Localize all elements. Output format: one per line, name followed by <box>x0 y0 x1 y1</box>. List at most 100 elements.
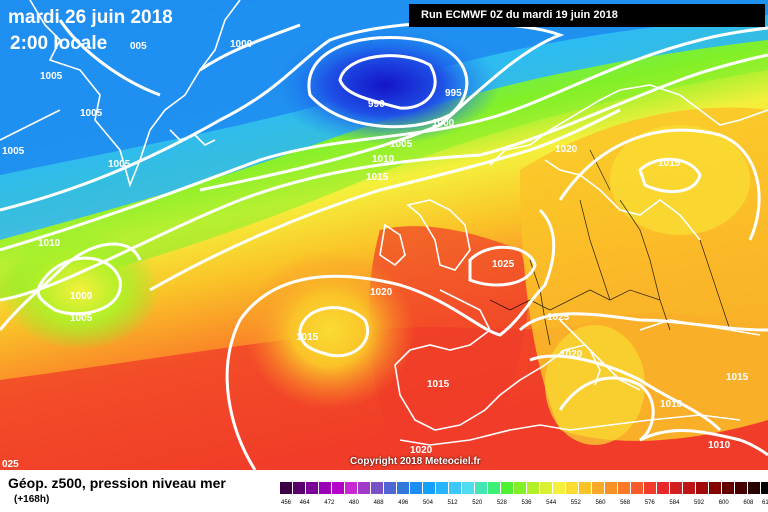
isobar-label: 995 <box>445 88 462 99</box>
isobar-label: 1015 <box>427 379 450 390</box>
isobar-label: 1020 <box>410 445 433 456</box>
color-scale-swatch <box>449 482 461 494</box>
isobar-1020 <box>225 208 556 470</box>
isobar-1000-greenland <box>199 23 301 72</box>
cold-air-core <box>0 0 768 175</box>
color-scale-label: 504 <box>423 500 434 506</box>
west-low-shading <box>0 230 160 350</box>
color-scale-swatch <box>436 482 448 494</box>
forecast-local-time: 2:00 locale <box>10 33 108 54</box>
border-line <box>589 149 611 191</box>
isobar-label: 1010 <box>372 154 395 165</box>
scandinavia-ridge <box>610 125 750 235</box>
color-scale-swatch <box>475 482 487 494</box>
border-line <box>489 289 661 311</box>
color-scale-swatches <box>280 482 768 494</box>
color-scale-swatch <box>553 482 565 494</box>
color-scale-swatch <box>683 482 695 494</box>
baffin-coast <box>0 109 61 141</box>
color-scale-swatch <box>501 482 513 494</box>
color-scale-label: 456 <box>281 500 292 506</box>
isobar-1005 <box>0 26 768 252</box>
isobar-label: 1020 <box>370 287 393 298</box>
isobar-label: 1025 <box>547 312 570 323</box>
color-scale-label: 512 <box>448 500 459 506</box>
color-scale-swatch <box>384 482 396 494</box>
color-scale-swatch <box>618 482 630 494</box>
color-scale-swatch <box>748 482 760 494</box>
color-scale-swatch <box>397 482 409 494</box>
forecast-date: mardi 26 juin 2018 <box>8 7 173 28</box>
isobar-label: 1025 <box>492 259 515 270</box>
color-scale-label: 472 <box>324 500 335 506</box>
isobar-1010-east <box>639 429 768 457</box>
deep-low-shading <box>270 25 500 145</box>
color-scale-swatch <box>358 482 370 494</box>
isobar-label: 1020 <box>555 144 578 155</box>
color-scale-label: 584 <box>669 500 680 506</box>
isobar-label: 025 <box>2 459 19 470</box>
isobar-1015-east <box>529 354 722 432</box>
color-scale-swatch <box>488 482 500 494</box>
europe-warm-lobe <box>369 226 529 444</box>
italy-coast <box>559 319 601 386</box>
color-scale-labels: 456 464 472 480 488 496 504 512 520 528 536 544 552 5… <box>281 500 768 506</box>
weather-map: 005 1000 1005 1005 1005 1005 990 995 100… <box>0 0 768 470</box>
color-scale-swatch <box>462 482 474 494</box>
color-scale-swatch <box>761 482 768 494</box>
color-scale-swatch <box>345 482 357 494</box>
isobar-1015 <box>149 108 621 292</box>
model-run-label: Run ECMWF 0Z du mardi 19 juin 2018 <box>409 4 765 27</box>
color-scale-swatch <box>306 482 318 494</box>
ireland <box>379 223 406 267</box>
color-scale-label: 488 <box>374 500 385 506</box>
isobar-1010 <box>0 53 768 302</box>
azores-high-shading <box>245 250 415 410</box>
iberia-france-coast <box>394 289 501 431</box>
isobar-1005-west <box>0 242 142 331</box>
country-borders <box>489 149 731 346</box>
british-isles <box>406 199 471 271</box>
color-scale-swatch <box>657 482 669 494</box>
isobar-1015-scandinavia <box>638 157 702 194</box>
color-scale-label: 616 <box>762 500 768 506</box>
copyright-notice: Copyright 2018 Meteociel.fr <box>350 456 481 467</box>
arctic-coast <box>489 84 768 166</box>
color-scale-label: 600 <box>719 500 730 506</box>
color-scale-swatch <box>319 482 331 494</box>
transition-band <box>0 40 768 300</box>
color-scale-label: 568 <box>620 500 631 506</box>
legend-footer: Géop. z500, pression niveau mer (+168h) … <box>0 470 768 512</box>
isobar-label: 1010 <box>660 399 683 410</box>
isobar-label: 1005 <box>390 139 413 150</box>
color-scale-label: 576 <box>645 500 656 506</box>
color-scale-label: 544 <box>546 500 557 506</box>
isobar-1000-west <box>36 256 122 316</box>
isobar-1020-east <box>518 312 768 332</box>
isobar-label: 1005 <box>2 146 25 157</box>
color-scale-swatch <box>579 482 591 494</box>
isobar-label: 1015 <box>658 158 681 169</box>
isobar-labels: 005 1000 1005 1005 1005 1005 990 995 100… <box>2 39 749 470</box>
isobar-label: 1015 <box>366 172 389 183</box>
north-africa-coast <box>399 414 741 446</box>
color-scale-swatch <box>670 482 682 494</box>
isobar-label: 1010 <box>38 238 61 249</box>
color-scale-label: 480 <box>349 500 360 506</box>
isobar-1025 <box>468 245 537 287</box>
isobar-label: 1005 <box>108 159 131 170</box>
isobar-label: 1020 <box>560 349 583 360</box>
forecast-lead-time: (+168h) <box>14 494 50 505</box>
color-scale-label: 528 <box>497 500 508 506</box>
color-scale-swatch <box>527 482 539 494</box>
border-line <box>579 199 611 301</box>
mediterranean-coast <box>499 344 641 396</box>
color-scale-swatch <box>566 482 578 494</box>
isobar-label: 1005 <box>80 108 103 119</box>
color-scale-swatch <box>631 482 643 494</box>
color-scale-swatch <box>722 482 734 494</box>
isobar-label: 1005 <box>40 71 63 82</box>
color-scale-swatch <box>644 482 656 494</box>
isobar-label: 1015 <box>296 332 319 343</box>
color-scale: 456 464 472 480 488 496 504 512 520 528 536 544 552 5… <box>280 482 768 506</box>
